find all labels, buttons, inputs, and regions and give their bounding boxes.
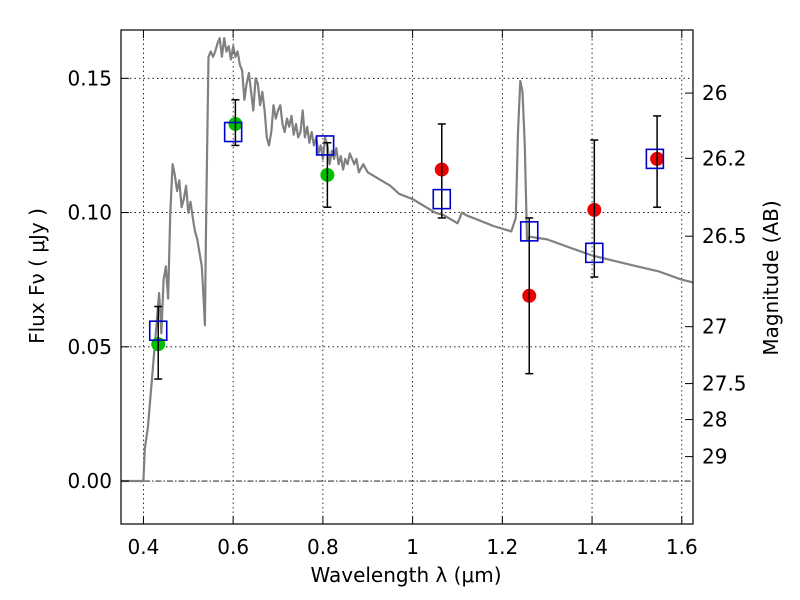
- plot-frame: [120, 29, 694, 525]
- model-photometry-square: [148, 320, 168, 341]
- plot-series: [121, 37, 694, 483]
- model-photometry-square: [432, 188, 452, 210]
- y-tick-label: 0.15: [67, 66, 112, 90]
- grid-lines: [121, 30, 693, 524]
- right-axis-label-text: Magnitude (AB): [759, 200, 783, 355]
- right-tick-label: 28: [702, 408, 727, 432]
- model-photometry-square: [315, 135, 335, 156]
- model-photometry-square: [585, 242, 604, 264]
- x-tick-label: 1.2: [486, 535, 518, 559]
- model-photometry-square: [223, 121, 243, 143]
- right-tick-label: 26: [702, 81, 727, 105]
- model-photometry-square: [519, 221, 539, 242]
- y-tick-label: 0.00: [67, 469, 112, 493]
- right-tick-label: 26.5: [702, 224, 747, 248]
- model-photometry-square: [645, 148, 665, 170]
- x-tick-label: 1.6: [666, 535, 698, 559]
- model-spectrum-line: [121, 37, 694, 483]
- axis-ticks: [121, 30, 693, 524]
- x-tick-label: 0.8: [307, 535, 339, 559]
- y-axis-label: Flux Fν ( μJy ): [25, 208, 49, 344]
- x-axis-label: Wavelength λ (μm): [310, 563, 501, 587]
- x-tick-label: 1: [406, 535, 419, 559]
- right-tick-label: 27: [702, 315, 727, 339]
- x-axis-label-text: Wavelength λ (μm): [310, 563, 501, 587]
- y-tick-label: 0.10: [67, 201, 112, 225]
- x-tick-label: 0.6: [217, 535, 249, 559]
- y-axis-label-text: Flux Fν ( μJy ): [25, 208, 49, 344]
- tick-labels: 0.4 0.6 0.8 1 1.2 1.4 1.6 0.00 0.05 0.10 0.15 26 26.…: [67, 66, 746, 559]
- x-tick-label: 0.4: [128, 535, 160, 559]
- right-axis-label: Magnitude (AB): [759, 200, 783, 355]
- y-tick-label: 0.05: [67, 335, 112, 359]
- right-tick-label: 27.5: [702, 372, 747, 396]
- right-tick-label: 26.2: [702, 146, 747, 170]
- x-tick-label: 1.4: [576, 535, 608, 559]
- right-tick-label: 29: [702, 445, 727, 469]
